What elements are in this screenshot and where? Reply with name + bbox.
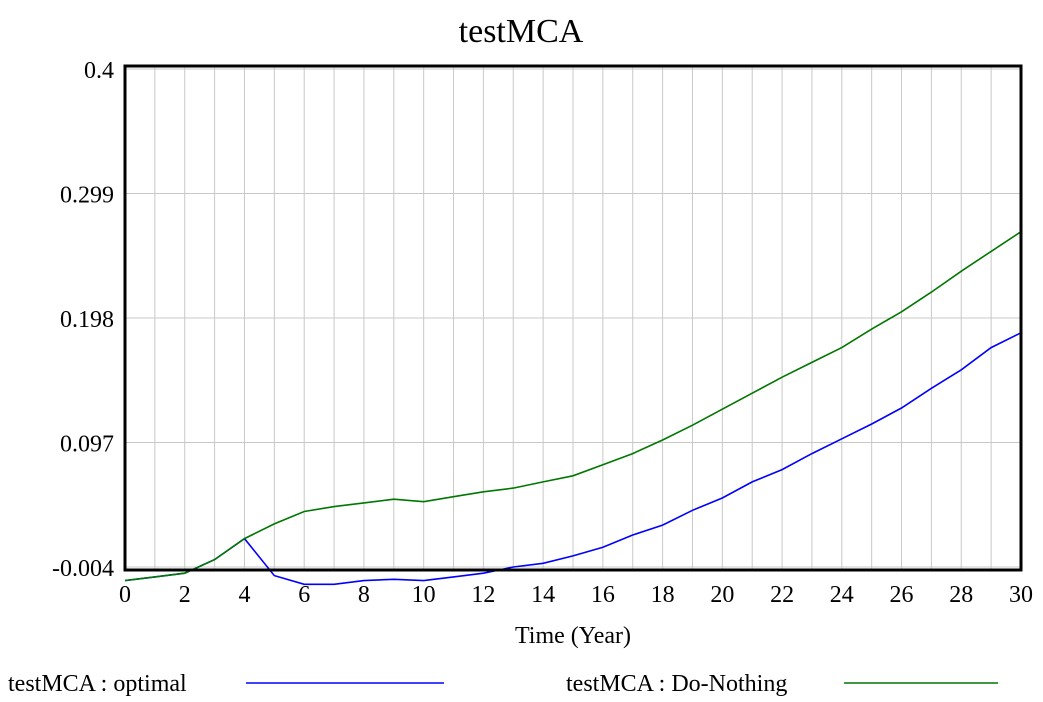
x-tick-label: 20 <box>710 582 734 608</box>
legend-label: testMCA : Do-Nothing <box>566 671 787 697</box>
x-tick-label: 26 <box>890 582 914 608</box>
x-tick-label: 14 <box>531 582 555 608</box>
x-tick-label: 2 <box>179 582 191 608</box>
y-axis-ticks: 0.4 0.299 0.198 0.097 -0.004 <box>52 58 114 582</box>
legend: testMCA : optimal testMCA : Do-Nothing <box>8 671 998 697</box>
x-axis-label: Time (Year) <box>515 623 631 649</box>
x-tick-label: 30 <box>1009 582 1033 608</box>
plot-frame <box>123 64 1023 572</box>
y-tick-label: 0.198 <box>60 307 114 333</box>
legend-label: testMCA : optimal <box>8 671 187 697</box>
y-tick-label: 0.4 <box>84 58 114 84</box>
x-axis-ticks: 0 2 4 6 8 10 12 14 16 18 20 22 24 26 28 30 <box>119 582 1033 608</box>
y-tick-label: 0.299 <box>60 183 114 209</box>
x-tick-label: 16 <box>591 582 615 608</box>
x-tick-label: 28 <box>949 582 973 608</box>
x-tick-label: 22 <box>770 582 794 608</box>
x-tick-label: 4 <box>238 582 250 608</box>
x-tick-label: 18 <box>651 582 675 608</box>
x-tick-label: 10 <box>412 582 436 608</box>
x-tick-label: 6 <box>298 582 310 608</box>
y-tick-label: 0.097 <box>60 432 114 458</box>
series-layer <box>124 231 1022 586</box>
x-tick-label: 24 <box>830 582 854 608</box>
series-line-optimal <box>124 332 1022 586</box>
y-tick-label: -0.004 <box>52 556 114 582</box>
x-tick-label: 8 <box>358 582 370 608</box>
chart-title: testMCA <box>459 13 584 50</box>
series-line-do-nothing <box>124 231 1022 582</box>
grid <box>124 66 1022 570</box>
x-tick-label: 12 <box>471 582 495 608</box>
x-tick-label: 0 <box>119 582 131 608</box>
